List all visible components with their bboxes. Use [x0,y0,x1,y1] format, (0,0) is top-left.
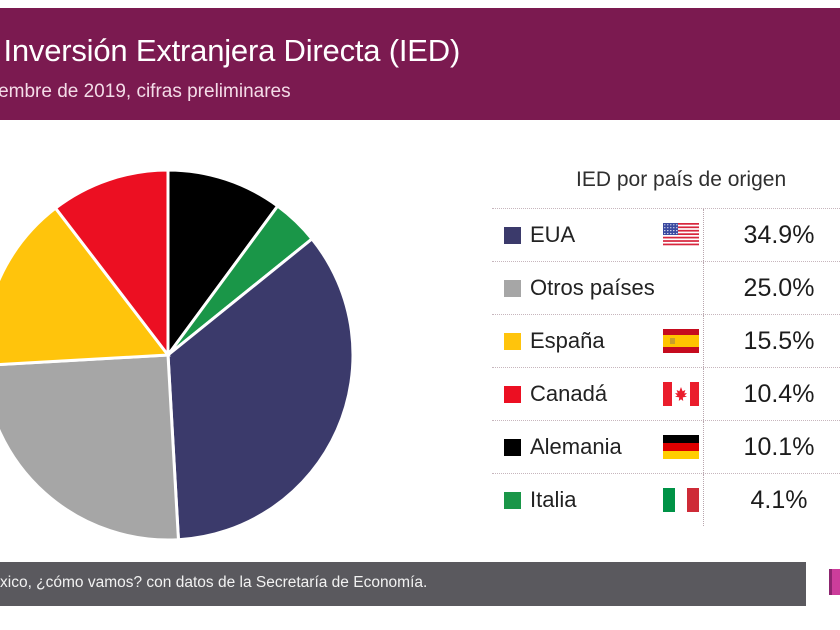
pie-slice [0,206,171,367]
legend-country-label: EUA [530,222,576,247]
legend-color-swatch [504,491,521,509]
pie-slice [53,168,170,360]
flag-italy-icon [663,488,699,512]
pie-slice [166,236,355,542]
legend-row: Alemania 10.1% [492,420,840,473]
legend-row: Canadá 10.4% [492,367,840,420]
legend-row-label-cell: España [492,328,703,354]
legend-row-label-cell: EUA [492,222,703,248]
legend-percentage-value: 10.4% [743,379,815,408]
page-subtitle: ptiembre de 2019, cifras preliminares [0,81,291,102]
pie-chart [0,140,470,550]
legend-row-value-cell: 10.1% [703,421,840,473]
legend-country-label: Canadá [530,381,608,406]
legend-row-label-cell: Otros países [492,275,703,301]
legend-percentage-value: 10.1% [743,432,815,461]
flag-germany-icon [663,435,699,459]
legend-rows: EUA 34.9% Otros países 25.0% España 15.5% Cana… [492,208,840,526]
legend-color-swatch [504,385,521,403]
page-title: e Inversión Extranjera Directa (IED) [0,33,461,68]
legend-row-label-cell: Canadá [492,381,703,407]
legend-row-value-cell: 15.5% [703,315,840,367]
pie-slices [0,168,355,542]
legend-row: Otros países 25.0% [492,261,840,314]
legend-percentage-value: 4.1% [750,485,808,514]
legend-row-label-cell: Italia [492,487,703,513]
legend-row: EUA 34.9% [492,208,840,261]
legend-caption: IED por país de origen [576,168,787,191]
brand-mark-icon [829,569,840,595]
pie-slice [0,353,181,542]
legend-country-label: Otros países [530,275,655,300]
legend-row-value-cell: 4.1% [703,474,840,526]
header-banner: e Inversión Extranjera Directa (IED) pti… [0,8,840,120]
pie-slice [166,168,280,360]
legend-percentage-value: 25.0% [743,273,815,302]
legend-country-label: España [530,328,605,353]
legend-color-swatch [504,438,521,456]
legend-percentage-value: 15.5% [743,326,815,355]
footer-source-text: xico, ¿cómo vamos? con datos de la Secre… [0,574,428,591]
footer-bar: xico, ¿cómo vamos? con datos de la Secre… [0,562,806,606]
legend-row-label-cell: Alemania [492,434,703,460]
legend-color-swatch [504,332,521,350]
flag-canada-icon [663,382,699,406]
legend-table: IED por país de origen EUA 34.9% Otros paí… [492,160,840,535]
legend-percentage-value: 34.9% [743,220,815,249]
legend-row: España 15.5% [492,314,840,367]
legend-color-swatch [504,226,521,244]
legend-color-swatch [504,279,521,297]
legend-row: Italia 4.1% [492,473,840,526]
flag-spain-icon [663,329,699,353]
legend-row-value-cell: 25.0% [703,262,840,314]
pie-chart-svg [0,168,355,542]
legend-row-value-cell: 34.9% [703,209,840,261]
flag-placeholder [663,276,699,300]
legend-country-label: Alemania [530,434,622,459]
legend-row-value-cell: 10.4% [703,368,840,420]
legend-country-label: Italia [530,487,577,512]
flag-usa-icon [663,223,699,247]
